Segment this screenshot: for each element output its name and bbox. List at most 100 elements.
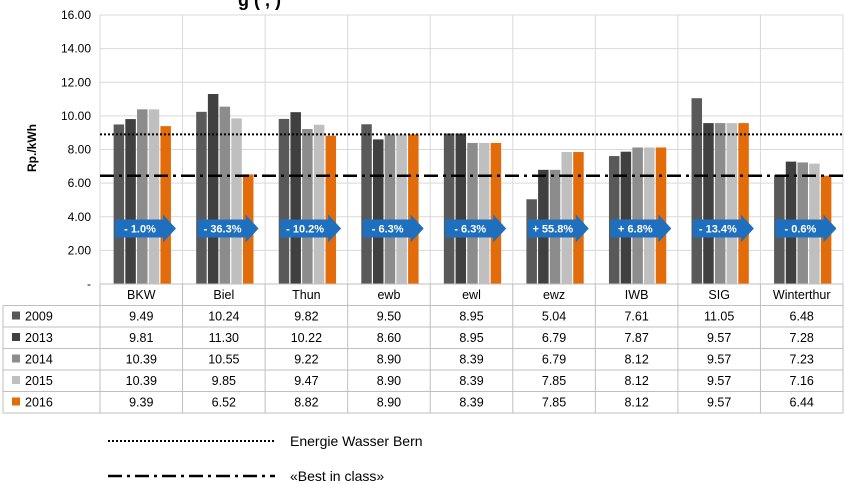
table-cell: 8.39 — [459, 353, 483, 367]
table-cell: 7.28 — [790, 331, 814, 345]
bar — [467, 142, 478, 284]
bar — [313, 124, 325, 285]
change-arrow — [692, 214, 754, 243]
bar — [148, 109, 160, 285]
table-cell: 9.57 — [707, 331, 731, 345]
chart-title-fragment: g ( , ) — [238, 0, 281, 10]
table-cell: 7.61 — [624, 310, 648, 324]
bar — [655, 147, 667, 284]
y-tick-label: 4.00 — [68, 210, 92, 224]
table-cell: 9.49 — [129, 310, 153, 324]
bar — [455, 133, 467, 284]
table-cell: 8.60 — [377, 331, 401, 345]
series-swatch — [12, 311, 20, 320]
table-cell: 8.12 — [624, 353, 648, 367]
table-cell: 9.57 — [707, 396, 731, 410]
change-arrow — [197, 214, 259, 243]
table-cell: 8.90 — [377, 396, 401, 410]
table-cell: 10.22 — [291, 331, 322, 345]
bar — [125, 119, 136, 285]
table-cell: 9.22 — [294, 353, 318, 367]
y-tick-label: 16.00 — [61, 8, 91, 22]
category-label: BKW — [127, 288, 156, 302]
change-label: - 0.6% — [785, 224, 817, 236]
table-cell: 9.81 — [129, 331, 153, 345]
reference-lines — [100, 133, 843, 177]
change-label: - 36.3% — [204, 224, 242, 236]
table-cell: 8.12 — [624, 396, 648, 410]
table-cell: 9.39 — [129, 396, 153, 410]
bar — [620, 151, 632, 284]
bar — [490, 142, 502, 284]
table-cell: 10.39 — [126, 353, 157, 367]
table-cell: 10.39 — [126, 374, 157, 388]
change-arrow — [610, 214, 672, 243]
y-tick-label: - — [87, 277, 91, 291]
category-label: ewl — [462, 288, 481, 302]
series-swatch — [12, 376, 20, 384]
table-cell: 6.52 — [212, 396, 236, 410]
bar — [278, 118, 290, 285]
bar — [361, 124, 372, 284]
change-arrow — [775, 214, 837, 243]
bar — [632, 147, 643, 284]
change-arrow — [280, 214, 342, 243]
bar — [478, 142, 490, 284]
table-cell: 9.57 — [707, 374, 731, 388]
table-cell: 8.90 — [377, 353, 401, 367]
series-swatch — [12, 333, 20, 341]
table-cell: 11.05 — [704, 310, 734, 324]
reference-legend: Energie Wasser Bern «Best in class» — [108, 433, 423, 484]
bar — [384, 134, 396, 284]
change-arrows: - 1.0% - 36.3% - 10.2% - 6.3% - 6.3% + 55.8% +… — [115, 214, 837, 243]
series-name: 2013 — [25, 331, 53, 345]
change-label: - 1.0% — [124, 224, 156, 236]
bar — [703, 123, 714, 285]
table-cell: 6.44 — [790, 396, 814, 410]
series-name: 2014 — [25, 353, 53, 367]
table-cell: 8.12 — [624, 374, 648, 388]
bar — [372, 139, 384, 284]
table-cell: 10.55 — [208, 353, 239, 367]
bar — [325, 135, 337, 284]
table-cell: 10.24 — [208, 310, 239, 324]
change-label: + 6.8% — [618, 224, 653, 236]
data-table: BKW Biel Thun ewb ewl ewz IWB SIG Winterthur 2009… — [2, 283, 844, 414]
table-cell: 9.57 — [707, 353, 731, 367]
category-label: Winterthur — [773, 288, 831, 302]
table-cell: 7.87 — [624, 331, 648, 345]
table-cell: 6.48 — [790, 310, 814, 324]
table-cell: 8.39 — [459, 374, 483, 388]
bar — [137, 109, 148, 285]
bar — [302, 128, 313, 284]
category-label: SIG — [708, 288, 730, 302]
bar — [408, 134, 419, 284]
table-cell: 7.16 — [790, 374, 814, 388]
y-tick-label: 6.00 — [68, 176, 92, 190]
change-arrow — [362, 214, 424, 243]
change-label: - 6.3% — [454, 224, 486, 236]
bar — [526, 199, 537, 284]
y-tick-label: 14.00 — [61, 42, 91, 56]
bar — [443, 133, 455, 284]
table-cell: 5.04 — [542, 310, 566, 324]
bars — [113, 94, 832, 285]
bar — [219, 106, 231, 284]
table-cell: 8.95 — [459, 310, 483, 324]
y-tick-label: 12.00 — [61, 75, 91, 89]
change-arrow — [445, 214, 507, 243]
category-label: Thun — [292, 288, 321, 302]
table-cell: 9.47 — [294, 374, 318, 388]
bar — [691, 98, 703, 284]
series-name: 2015 — [25, 374, 53, 388]
bar — [396, 134, 407, 284]
bar — [561, 152, 573, 284]
change-label: - 10.2% — [286, 224, 324, 236]
series-name: 2009 — [25, 310, 53, 324]
table-cell: 8.82 — [294, 396, 318, 410]
table-cell: 7.85 — [542, 374, 566, 388]
y-tick-labels: - 2.00 4.00 6.00 8.00 10.00 12.00 14.00 16.00 — [61, 8, 91, 291]
bar — [726, 123, 738, 285]
bar — [160, 126, 171, 285]
